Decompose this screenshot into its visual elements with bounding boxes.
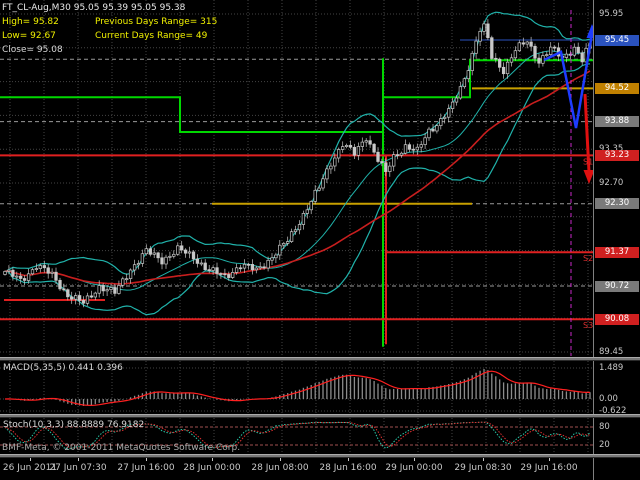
price-line-badge: 91.37 xyxy=(595,246,639,258)
macd-signal-line xyxy=(4,370,590,407)
time-tick-mark xyxy=(30,458,31,461)
time-tick-label: 26 Jun 2011 xyxy=(2,463,58,473)
moving-average-line xyxy=(4,70,591,285)
macd-panel-canvas[interactable] xyxy=(0,361,594,414)
axis-tick-label: 0.00 xyxy=(599,394,618,404)
down-arrow-head xyxy=(583,170,594,184)
panel-splitter[interactable] xyxy=(0,454,640,458)
time-tick-mark xyxy=(146,458,147,461)
curr-range-label: Current Days Range= 49 xyxy=(95,31,208,41)
up-trend-zigzag-arrow[interactable] xyxy=(543,33,594,129)
stoch-panel-canvas[interactable] xyxy=(0,418,594,454)
low-label: Low= 92.67 xyxy=(2,31,56,41)
axis-tick-label: 89.45 xyxy=(599,347,624,357)
panel-splitter[interactable] xyxy=(0,357,640,361)
macd-histogram xyxy=(8,369,591,406)
price-chart-canvas[interactable]: S1 S2 S3 xyxy=(0,0,594,357)
time-tick-label: 28 Jun 08:00 xyxy=(251,463,309,473)
price-line-badge: 90.72 xyxy=(595,280,639,292)
pivot-label-s3: S3 xyxy=(583,321,593,330)
price-line-badge: 93.23 xyxy=(595,149,639,161)
symbol-ohlc-label: FT_CL-Aug,M30 95.05 95.39 95.05 95.38 xyxy=(2,3,186,13)
time-tick-label: 28 Jun 00:00 xyxy=(183,463,241,473)
time-tick-mark xyxy=(549,458,550,461)
axis-tick-label: 92.70 xyxy=(599,178,624,188)
price-line-badge: 95.45 xyxy=(595,34,639,46)
time-tick-mark xyxy=(78,458,79,461)
macd-indicator-label: MACD(5,35,5) 0.441 0.396 xyxy=(3,363,123,373)
bollinger-upper xyxy=(4,11,591,275)
time-tick-label: 29 Jun 16:00 xyxy=(520,463,578,473)
axis-tick-label: 80 xyxy=(599,422,610,432)
stoch-indicator-label: Stoch(10,3,3) 88.8889 76.9182 xyxy=(3,420,145,430)
axis-tick-label: 93.35 xyxy=(599,144,623,154)
stoch-signal-line xyxy=(4,421,591,449)
down-trend-arrow[interactable] xyxy=(583,93,591,173)
time-tick-mark xyxy=(348,458,349,461)
candles xyxy=(3,19,592,308)
price-line-badge: 94.52 xyxy=(595,82,639,94)
time-tick-label: 27 Jun 07:30 xyxy=(49,463,107,473)
up-arrow-head xyxy=(586,24,594,38)
pivot-label-s1: S1 xyxy=(583,157,593,166)
price-line-badge: 92.30 xyxy=(595,198,639,210)
high-label: High= 95.82 xyxy=(2,17,59,27)
green-step-right xyxy=(383,59,593,99)
time-tick-label: 27 Jun 16:00 xyxy=(117,463,175,473)
axis-tick-label: 1.489 xyxy=(599,363,624,373)
price-line-badge: 93.88 xyxy=(595,116,639,128)
green-step-left xyxy=(0,96,383,133)
panel-splitter[interactable] xyxy=(0,414,640,418)
bollinger-middle xyxy=(4,50,591,291)
time-tick-label: 29 Jun 08:30 xyxy=(454,463,512,473)
time-tick-label: 28 Jun 16:00 xyxy=(319,463,377,473)
bollinger-lower xyxy=(4,63,591,316)
time-tick-mark xyxy=(483,458,484,461)
prev-range-label: Previous Days Range= 315 xyxy=(95,17,218,27)
time-tick-mark xyxy=(414,458,415,461)
time-axis[interactable]: 26 Jun 2011 27 Jun 07:30 27 Jun 16:00 28 Ju… xyxy=(0,458,640,480)
time-tick-label: 29 Jun 00:00 xyxy=(385,463,443,473)
copyright-label: BMF-Meta, © 2001-2011 MetaQuotes Softwar… xyxy=(2,443,241,453)
time-tick-mark xyxy=(212,458,213,461)
pivot-label-s2: S2 xyxy=(583,254,593,263)
close-label: Close= 95.08 xyxy=(2,45,63,55)
axis-tick-label: 20 xyxy=(599,440,610,450)
time-tick-mark xyxy=(280,458,281,461)
axis-tick-label: -0.622 xyxy=(599,406,627,416)
price-line-badge: 90.08 xyxy=(595,313,639,325)
axis-tick-label: 95.95 xyxy=(599,9,624,19)
price-axis[interactable]: 95.95 93.35 92.70 89.45 95.45 94.52 93.88 93.23… xyxy=(593,0,640,480)
